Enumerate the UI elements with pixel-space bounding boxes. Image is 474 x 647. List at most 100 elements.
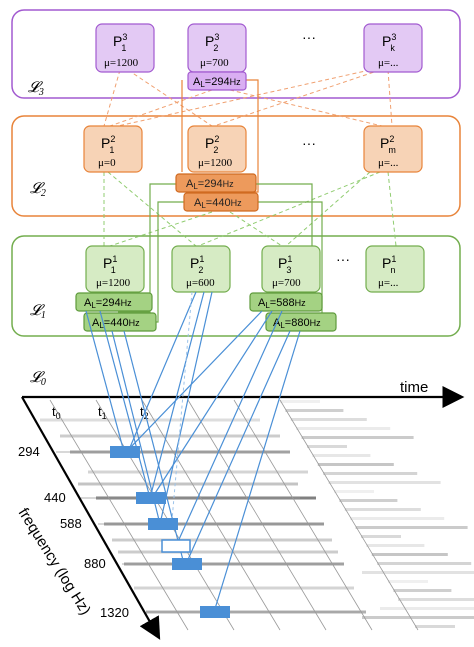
l1-box-pn[interactable]: P1 n μ=... [365,245,425,293]
svg-text:P21: P2 1 [101,134,115,155]
note-blocks [110,446,230,618]
spectrogram-streak [312,454,371,457]
spectrogram-streak [328,481,441,484]
spectrogram-streak [366,544,425,547]
svg-text:μ=600: μ=600 [186,277,215,289]
spectrogram-streak [78,482,298,486]
spectrogram [40,399,474,631]
svg-text:P2m: P2 m [380,134,396,155]
note-294[interactable] [110,446,140,458]
t1-label: t1 [98,404,107,421]
l2-box-p2[interactable]: P2 2 μ=1200 [187,125,247,173]
l1-box-p3[interactable]: P1 3 μ=700 [261,245,321,293]
note-missing[interactable] [161,539,191,553]
svg-text:μ=...: μ=... [378,157,399,169]
spectrogram-streak [301,436,414,439]
l1-anno-880[interactable]: AL=880Hz [265,312,337,332]
freq-label-294: 294 [18,444,40,459]
l3-box-p2[interactable]: P3 2 μ=700 [187,23,247,73]
t0-label: t0 [52,404,61,421]
svg-text:AL=440Hz: AL=440Hz [194,197,242,210]
spectrogram-streak [134,586,354,590]
spectrogram-streak [290,418,367,421]
spectrogram-streak [393,589,452,592]
l1-box-p1[interactable]: P1 1 μ=1200 [85,245,145,293]
spectrogram-streak [112,538,332,542]
l1-anno-440[interactable]: AL=440Hz [83,312,157,332]
spectrogram-streak [377,562,472,565]
l3-box-pk[interactable]: P3 k μ=... [363,23,423,73]
spectrogram-streak [380,607,474,610]
frequency-axis-line [21,396,161,640]
time-axis-label: time [400,379,428,396]
svg-text:μ=...: μ=... [378,57,399,69]
spectrogram-streak [307,445,347,448]
svg-text:μ=700: μ=700 [200,57,229,69]
l2-box-pm[interactable]: P2 m μ=... [363,125,423,173]
spectrogram-streak [334,490,374,493]
spectrogram-streaks [40,400,474,628]
dashed-blue-link [171,291,193,521]
spectrogram-streak [362,616,474,619]
l1-to-l0-connections [85,291,301,613]
spectrogram-streak [355,526,468,529]
spectrogram-streak [323,472,418,475]
svg-text:AL=294Hz: AL=294Hz [193,76,241,89]
l1-ellipsis: ··· [336,251,350,267]
spectrogram-streak [362,571,474,574]
freq-label-880: 880 [84,556,106,571]
spectrogram-streak [118,550,338,554]
frequency-gridlines [56,451,360,613]
time-gridlines [49,399,419,631]
svg-text:P32: P3 2 [205,32,219,53]
l3-anno-294[interactable]: AL=294Hz [187,71,247,91]
l2-anno-294[interactable]: AL=294Hz [175,173,257,193]
svg-text:μ=1200: μ=1200 [96,277,131,289]
l2-anno-440[interactable]: AL=440Hz [183,192,259,212]
l2-l1-connections [103,171,397,247]
spectrogram-streak [361,535,401,538]
svg-text:μ=0: μ=0 [98,157,116,169]
note-588[interactable] [148,518,178,530]
svg-text:P31: P3 1 [113,32,127,53]
l1-box-p2[interactable]: P1 2 μ=600 [171,245,231,293]
spectrogram-streak [317,463,394,466]
layer-0-label: 𝓛0 [30,370,46,388]
axes: time frequency (log Hz) t0 t1 t2 294 440… [15,379,465,640]
svg-text:P1n: P1 n [382,254,396,275]
l2-box-p1[interactable]: P2 1 μ=0 [83,125,143,173]
spectrogram-streak [388,580,428,583]
l3-ellipsis: ··· [302,29,316,45]
note-1320[interactable] [200,606,230,618]
svg-text:AL=294Hz: AL=294Hz [84,297,132,310]
note-880[interactable] [172,558,202,570]
note-440[interactable] [136,492,166,504]
svg-text:AL=440Hz: AL=440Hz [92,317,140,330]
l1-anno-294[interactable]: AL=294Hz [75,292,153,312]
spectrogram-streak [415,625,455,628]
l2-ellipsis: ··· [302,135,316,151]
spectrogram-streak [285,409,344,412]
freq-label-588: 588 [60,516,82,531]
spectrogram-streak [339,499,398,502]
svg-text:μ=700: μ=700 [272,277,301,289]
freq-label-440: 440 [44,490,66,505]
l3-box-p1[interactable]: P3 1 μ=1200 [95,23,155,73]
l1-anno-588[interactable]: AL=588Hz [249,292,323,312]
svg-text:P13: P1 3 [278,254,292,275]
svg-text:μ=1200: μ=1200 [198,157,233,169]
freq-label-1320: 1320 [100,605,129,620]
spectrogram-streak [280,400,320,403]
svg-text:P12: P1 2 [190,254,204,275]
spectrogram-streak [344,508,421,511]
spectrogram-streak [60,434,280,438]
svg-text:AL=588Hz: AL=588Hz [258,297,306,310]
spectrogram-streak [88,470,308,474]
spectrogram-streak [40,418,260,422]
spectrogram-streak [398,598,474,601]
svg-text:μ=1200: μ=1200 [104,57,139,69]
spectrogram-streak [296,427,391,430]
l3-l2-connections [103,69,393,127]
